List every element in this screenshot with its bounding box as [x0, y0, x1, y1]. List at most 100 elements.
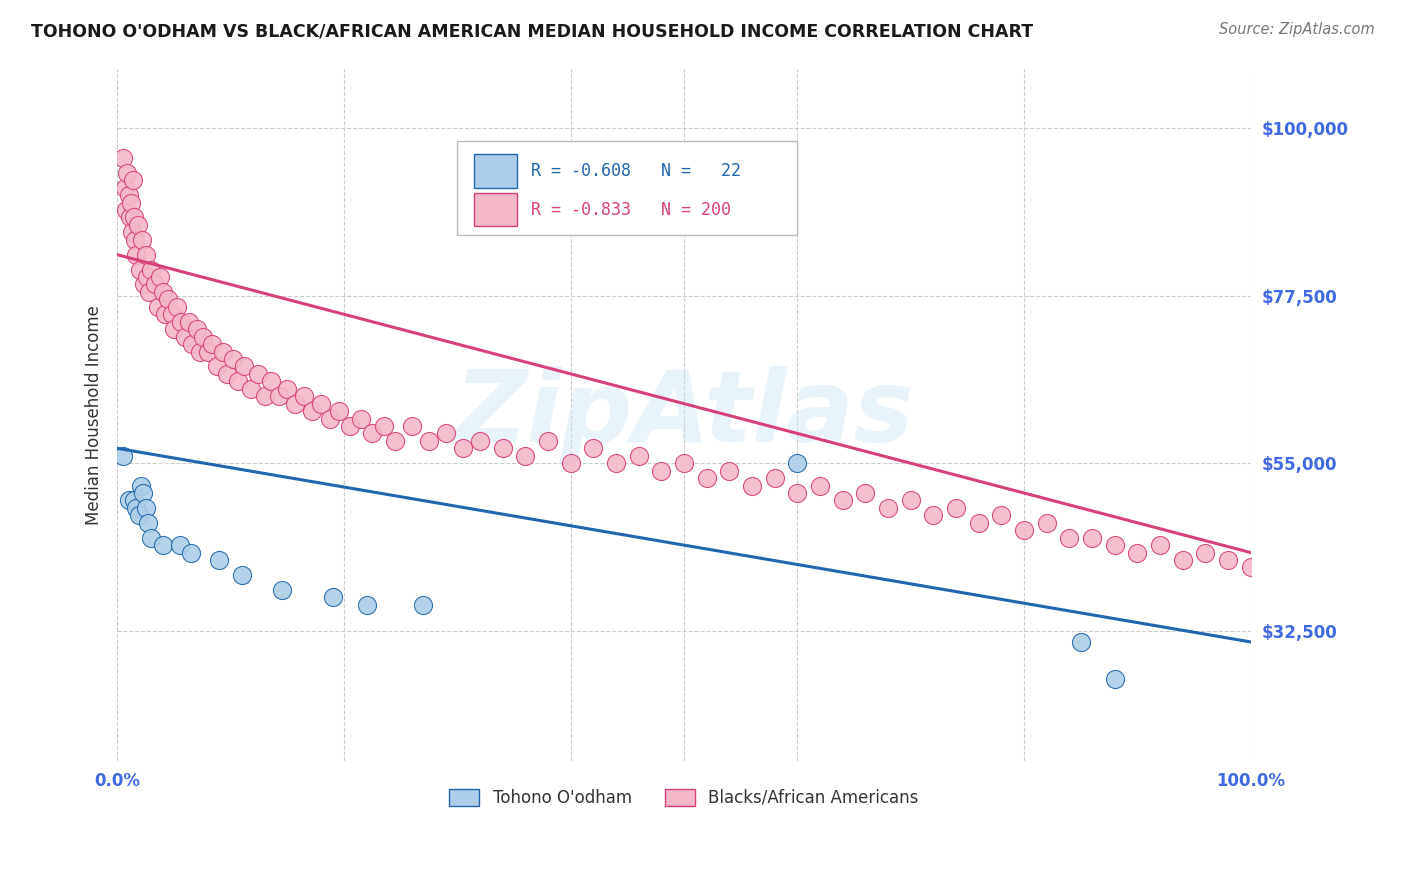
Point — [117, 493, 139, 508]
Point — [138, 285, 160, 299]
Point — [169, 315, 191, 329]
Point — [1216, 553, 1239, 567]
Point — [132, 486, 155, 500]
Point — [1070, 635, 1092, 649]
Point — [181, 337, 204, 351]
Point — [605, 456, 627, 470]
Point — [582, 442, 605, 456]
Point — [128, 508, 150, 523]
Point — [135, 500, 157, 515]
Point — [356, 598, 378, 612]
Point — [1081, 531, 1104, 545]
Point — [127, 218, 149, 232]
Point — [239, 382, 262, 396]
Point — [292, 389, 315, 403]
Point — [177, 315, 200, 329]
Point — [135, 248, 157, 262]
Point — [786, 486, 808, 500]
Point — [129, 478, 152, 492]
Point — [718, 464, 741, 478]
Point — [157, 293, 180, 307]
Point — [276, 382, 298, 396]
Point — [1012, 523, 1035, 537]
Point — [967, 516, 990, 530]
Point — [900, 493, 922, 508]
Point — [246, 367, 269, 381]
Point — [143, 277, 166, 292]
Point — [350, 411, 373, 425]
Point — [117, 166, 139, 180]
Point — [163, 322, 186, 336]
Point — [1035, 516, 1057, 530]
Point — [208, 553, 231, 567]
Point — [284, 396, 307, 410]
Point — [115, 202, 138, 217]
Point — [160, 307, 183, 321]
Point — [1240, 560, 1263, 574]
Point — [124, 233, 146, 247]
Point — [322, 591, 344, 605]
Point — [141, 262, 163, 277]
Point — [125, 248, 148, 262]
Point — [401, 419, 423, 434]
Point — [222, 351, 245, 366]
Point — [877, 500, 900, 515]
Text: ZipAtlas: ZipAtlas — [454, 367, 914, 463]
Point — [270, 582, 292, 597]
Point — [125, 500, 148, 515]
Point — [763, 471, 786, 485]
Point — [537, 434, 560, 448]
Point — [1126, 545, 1149, 559]
Point — [269, 389, 291, 403]
Point — [1104, 672, 1126, 686]
Point — [134, 277, 156, 292]
Point — [117, 188, 139, 202]
Point — [201, 337, 224, 351]
Point — [169, 538, 191, 552]
Point — [135, 270, 157, 285]
Point — [696, 471, 718, 485]
Point — [361, 426, 384, 441]
Point — [211, 344, 233, 359]
Point — [122, 211, 145, 225]
Point — [114, 180, 136, 194]
Point — [1171, 553, 1194, 567]
Point — [1194, 545, 1216, 559]
Point — [808, 478, 831, 492]
Point — [853, 486, 876, 500]
Point — [233, 359, 256, 374]
Point — [253, 389, 276, 403]
Point — [373, 419, 395, 434]
Point — [111, 151, 134, 165]
Point — [205, 359, 228, 374]
Text: TOHONO O'ODHAM VS BLACK/AFRICAN AMERICAN MEDIAN HOUSEHOLD INCOME CORRELATION CHA: TOHONO O'ODHAM VS BLACK/AFRICAN AMERICAN… — [31, 22, 1033, 40]
Point — [197, 344, 219, 359]
Text: R = -0.833   N = 200: R = -0.833 N = 200 — [531, 202, 731, 219]
Bar — [474, 194, 517, 227]
Point — [122, 493, 145, 508]
Point — [650, 464, 672, 478]
Point — [328, 404, 350, 418]
Point — [319, 411, 342, 425]
Point — [111, 449, 134, 463]
Point — [131, 233, 153, 247]
FancyBboxPatch shape — [457, 141, 797, 235]
Point — [166, 300, 188, 314]
Point — [309, 396, 332, 410]
Point — [301, 404, 323, 418]
Point — [560, 456, 582, 470]
Point — [174, 329, 197, 343]
Text: Source: ZipAtlas.com: Source: ZipAtlas.com — [1219, 22, 1375, 37]
Point — [152, 285, 174, 299]
Point — [468, 434, 491, 448]
Bar — [474, 154, 517, 187]
Point — [990, 508, 1012, 523]
Point — [122, 173, 145, 187]
Point — [491, 442, 513, 456]
Point — [1149, 538, 1171, 552]
Legend: Tohono O'odham, Blacks/African Americans: Tohono O'odham, Blacks/African Americans — [441, 780, 927, 815]
Y-axis label: Median Household Income: Median Household Income — [86, 305, 103, 524]
Point — [228, 374, 250, 388]
Point — [384, 434, 406, 448]
Point — [188, 344, 211, 359]
